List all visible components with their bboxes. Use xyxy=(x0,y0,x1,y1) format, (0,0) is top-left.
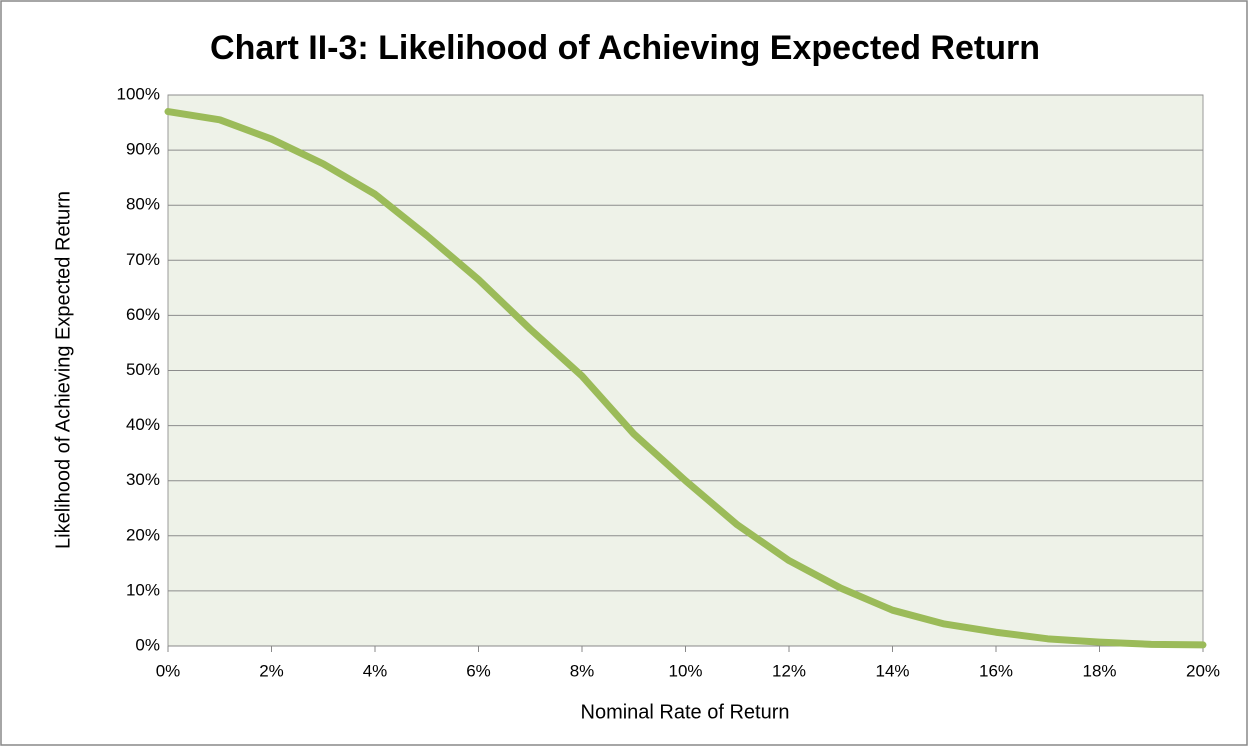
x-tick-label: 6% xyxy=(466,661,491,680)
x-tick-label: 8% xyxy=(570,661,595,680)
y-tick-label: 20% xyxy=(126,525,160,544)
y-tick-label: 10% xyxy=(126,580,160,599)
y-tick-label: 0% xyxy=(135,635,160,654)
x-tick-label: 12% xyxy=(772,661,806,680)
y-tick-label: 100% xyxy=(117,84,160,103)
y-tick-label: 70% xyxy=(126,250,160,269)
x-tick-label: 4% xyxy=(363,661,388,680)
y-tick-label: 30% xyxy=(126,470,160,489)
y-tick-label: 40% xyxy=(126,415,160,434)
line-series xyxy=(164,108,1207,649)
y-axis-label: Likelihood of Achieving Expected Return xyxy=(52,191,74,549)
x-axis-label: Nominal Rate of Return xyxy=(581,701,790,723)
y-tick-label: 90% xyxy=(126,140,160,159)
y-tick-label: 80% xyxy=(126,195,160,214)
x-tick-label: 16% xyxy=(979,661,1013,680)
x-tick-label: 14% xyxy=(875,661,909,680)
x-tick-label: 0% xyxy=(156,661,181,680)
x-tick-label: 18% xyxy=(1082,661,1116,680)
x-tick-label: 10% xyxy=(668,661,702,680)
y-tick-label: 50% xyxy=(126,360,160,379)
chart-title: Chart II-3: Likelihood of Achieving Expe… xyxy=(210,29,1040,67)
y-tick-label: 60% xyxy=(126,305,160,324)
x-tick-label: 2% xyxy=(259,661,284,680)
x-tick-label: 20% xyxy=(1186,661,1220,680)
